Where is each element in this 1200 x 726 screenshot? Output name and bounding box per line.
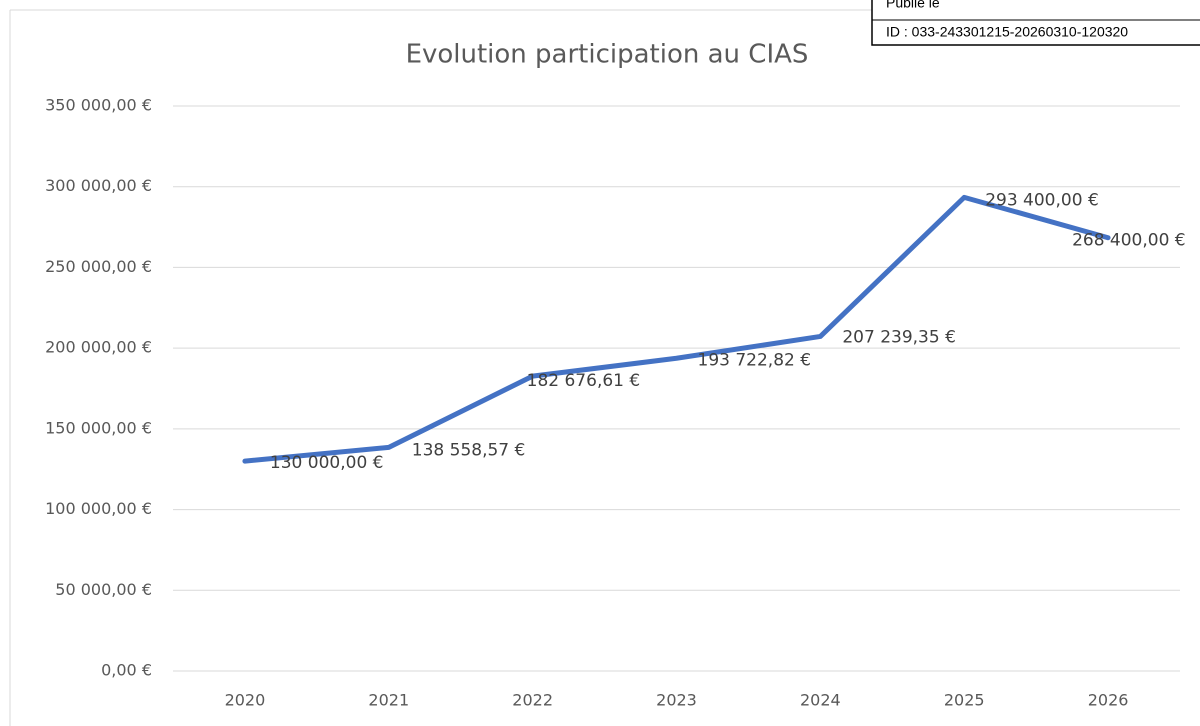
x-tick-label: 2026	[1088, 691, 1129, 710]
grid: 0,00 € 50 000,00 € 100 000,00 € 150 000,00 …	[45, 96, 1180, 710]
data-line	[242, 194, 1111, 464]
y-tick-label: 150 000,00 €	[45, 418, 152, 437]
y-tick-label: 350 000,00 €	[45, 96, 152, 115]
y-tick-label: 200 000,00 €	[45, 338, 152, 357]
y-tick-label: 50 000,00 €	[55, 580, 152, 599]
x-tick-label: 2025	[944, 691, 985, 710]
data-label: 193 722,82 €	[698, 350, 812, 370]
chart-title: Evolution participation au CIAS	[406, 40, 809, 70]
data-label: 138 558,57 €	[412, 440, 526, 460]
data-label: 182 676,61 €	[527, 371, 641, 391]
data-label: 207 239,35 €	[842, 327, 956, 347]
y-tick-label: 300 000,00 €	[45, 176, 152, 195]
stamp-date: Publié le	[886, 0, 940, 11]
stamp-box	[871, 0, 1200, 46]
x-tick-label: 2021	[368, 691, 409, 710]
stamp-id: ID : 033-243301215-20260310-120320	[886, 24, 1128, 40]
x-tick-label: 2023	[656, 691, 697, 710]
x-tick-label: 2024	[800, 691, 841, 710]
data-label: 293 400,00 €	[985, 190, 1099, 210]
y-tick-label: 250 000,00 €	[45, 257, 152, 276]
data-label: 130 000,00 €	[270, 453, 384, 473]
y-tick-label: 100 000,00 €	[45, 499, 152, 518]
y-tick-label: 0,00 €	[101, 661, 152, 680]
x-tick-label: 2022	[512, 691, 553, 710]
x-tick-label: 2020	[225, 691, 266, 710]
data-label: 268 400,00 €	[1072, 231, 1186, 251]
plot: 130 000,00 € 138 558,57 € 182 676,61 € 193 …	[242, 190, 1186, 473]
